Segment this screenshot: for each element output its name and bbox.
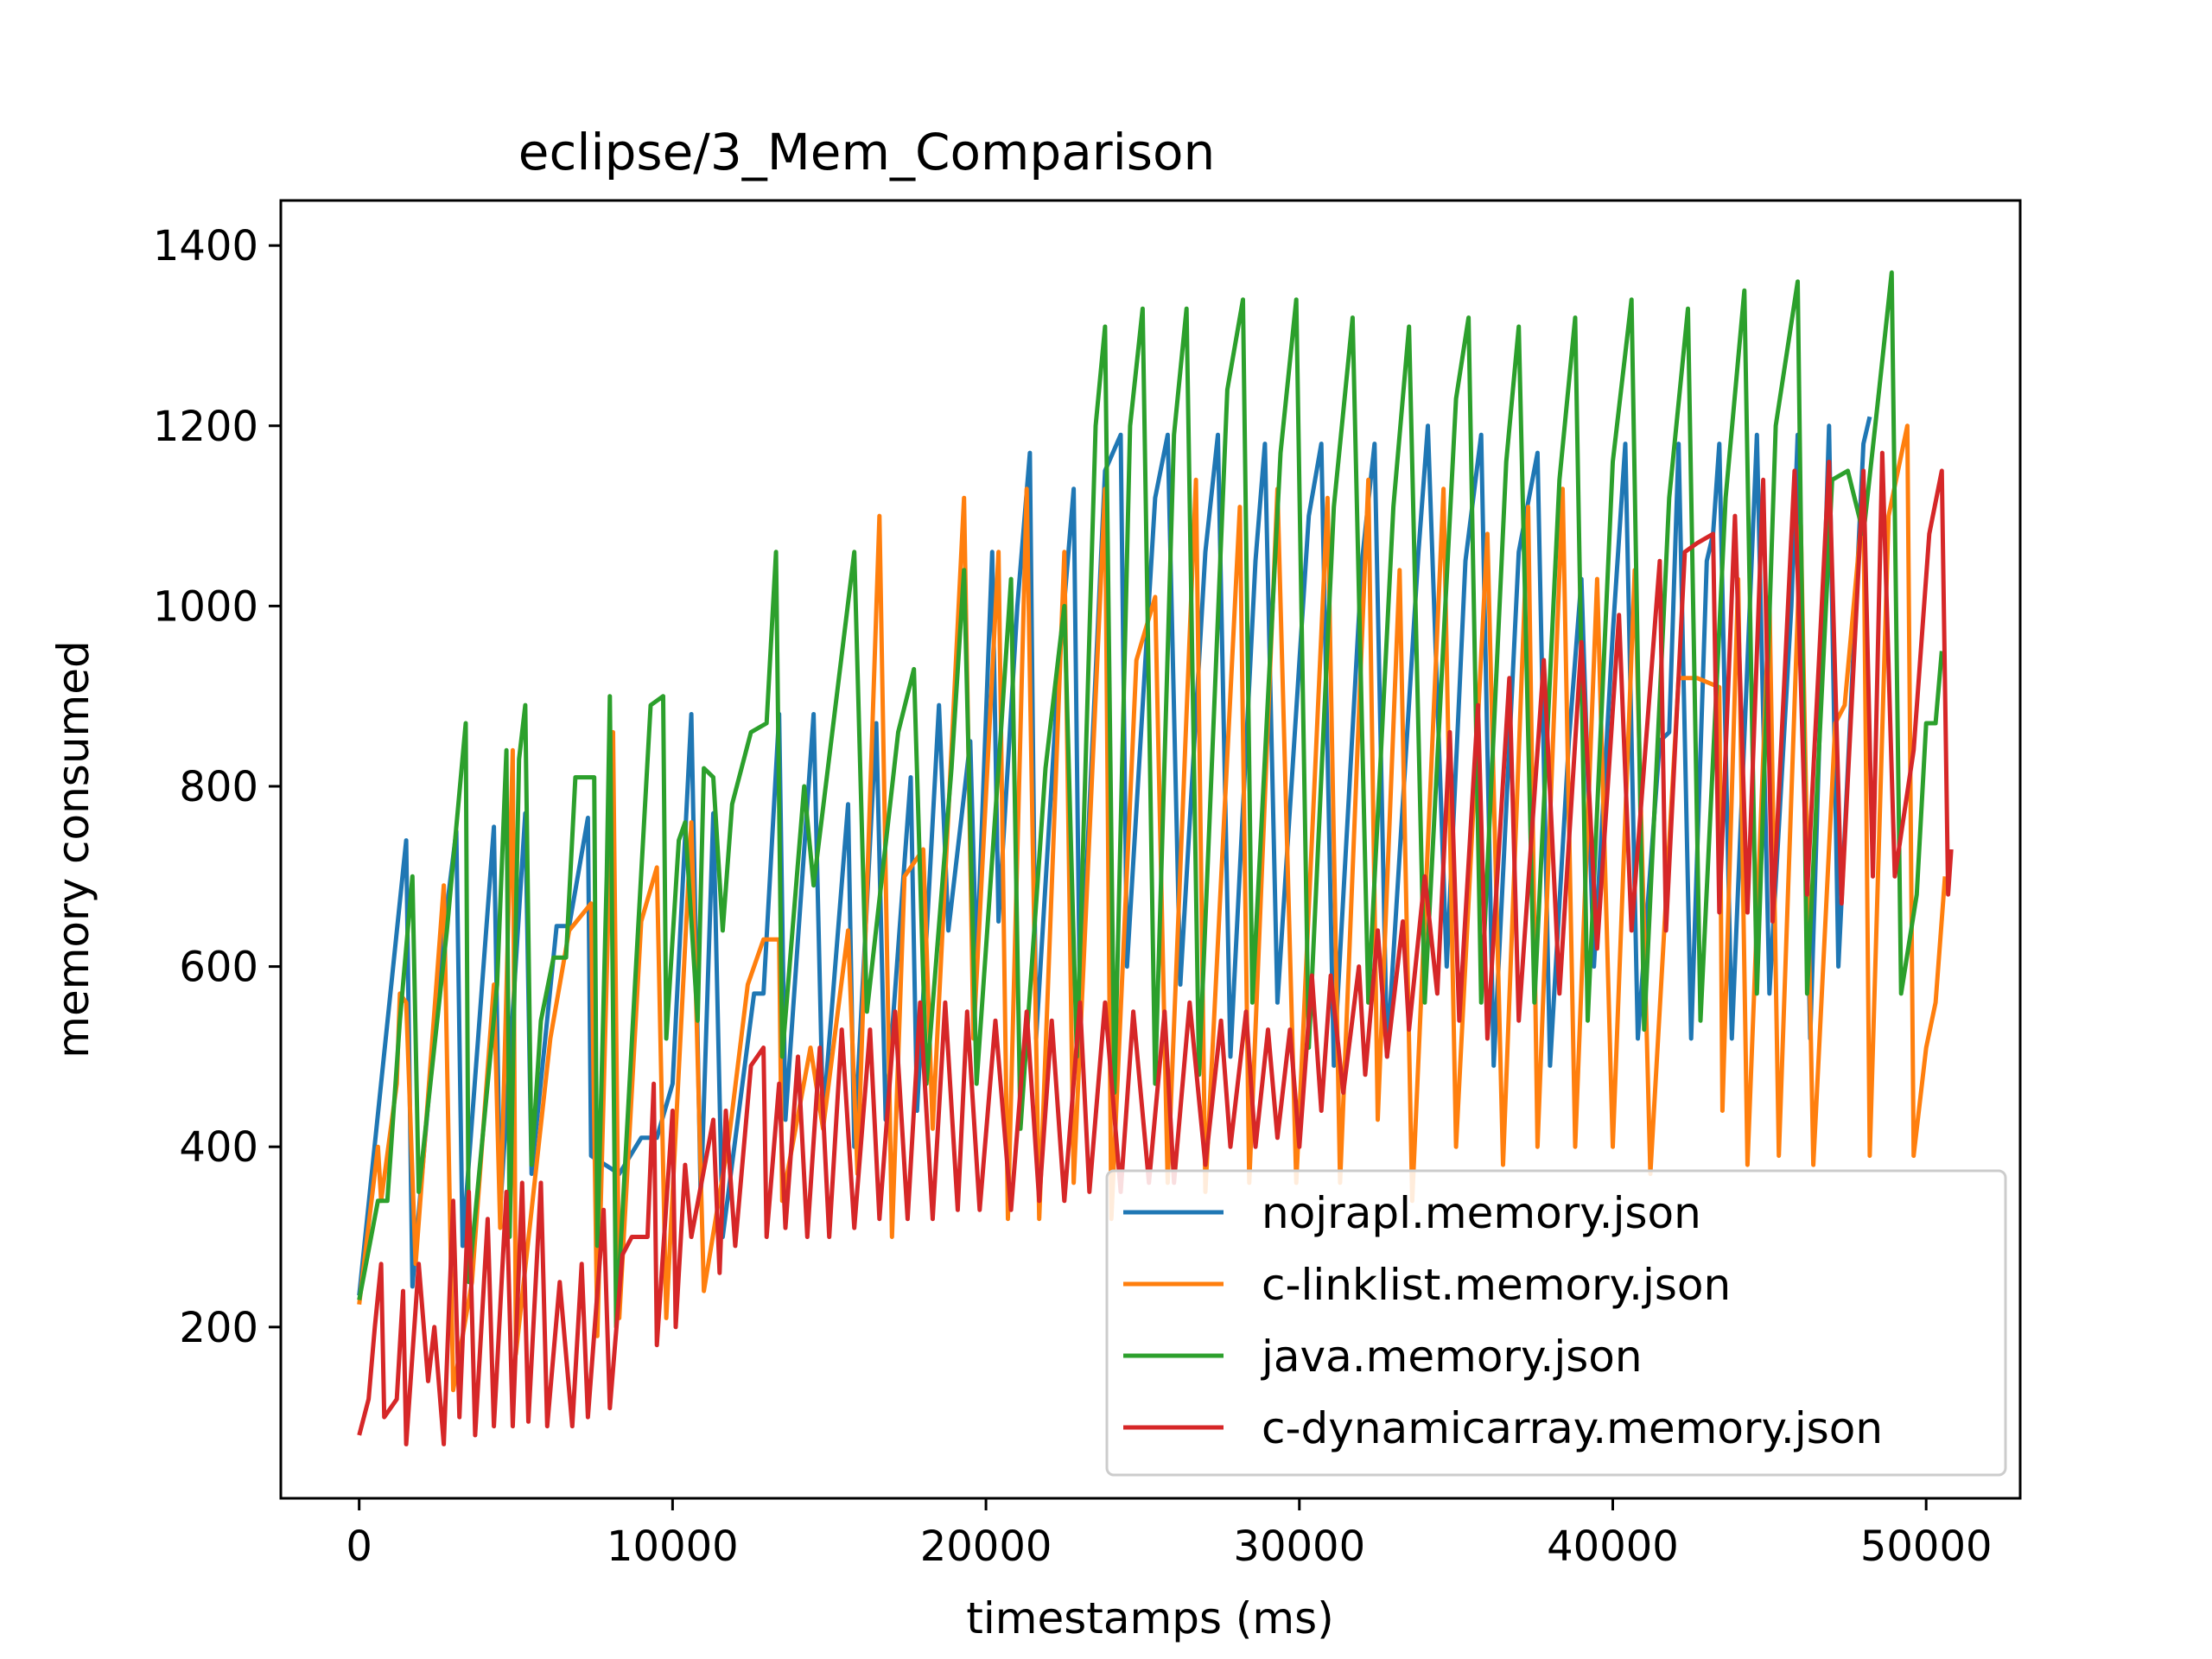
y-tick-label: 600 [179, 944, 258, 992]
y-axis: 200 400 600 800 1000 1200 1400 [153, 222, 281, 1352]
chart-title: eclipse/3_Mem_Comparison [518, 123, 1215, 181]
y-tick-label: 1400 [153, 222, 258, 270]
y-tick-label: 400 [179, 1123, 258, 1172]
legend-entries: nojrapl.memory.json c-linklist.memory.jso… [1123, 1188, 1883, 1453]
legend-label: c-dynamicarray.memory.json [1262, 1403, 1883, 1453]
series-line-1 [357, 423, 1948, 1393]
series-line-3 [357, 450, 1954, 1446]
x-tick-label: 30000 [1233, 1522, 1365, 1571]
y-tick-label: 1200 [153, 403, 258, 451]
series-layer [357, 270, 1954, 1446]
x-tick-label: 10000 [607, 1522, 739, 1571]
series-line-2 [357, 270, 1944, 1330]
x-axis: 0 10000 20000 30000 40000 50000 [346, 1498, 1993, 1571]
x-tick-label: 0 [346, 1522, 372, 1571]
x-tick-label: 20000 [920, 1522, 1052, 1571]
legend: nojrapl.memory.json c-linklist.memory.jso… [1105, 1169, 2007, 1477]
legend-box [1105, 1169, 2007, 1477]
legend-label: nojrapl.memory.json [1262, 1188, 1701, 1238]
y-tick-label: 800 [179, 763, 258, 811]
y-axis-label: memory consumed [48, 640, 99, 1058]
legend-label: java.memory.json [1261, 1332, 1643, 1382]
x-tick-label: 40000 [1547, 1522, 1679, 1571]
y-tick-label: 1000 [153, 582, 258, 631]
y-tick-label: 200 [179, 1304, 258, 1352]
x-tick-label: 50000 [1860, 1522, 1993, 1571]
legend-label: c-linklist.memory.json [1262, 1260, 1731, 1310]
plot-frame [279, 199, 2022, 1500]
x-axis-label: timestamps (ms) [966, 1593, 1333, 1643]
